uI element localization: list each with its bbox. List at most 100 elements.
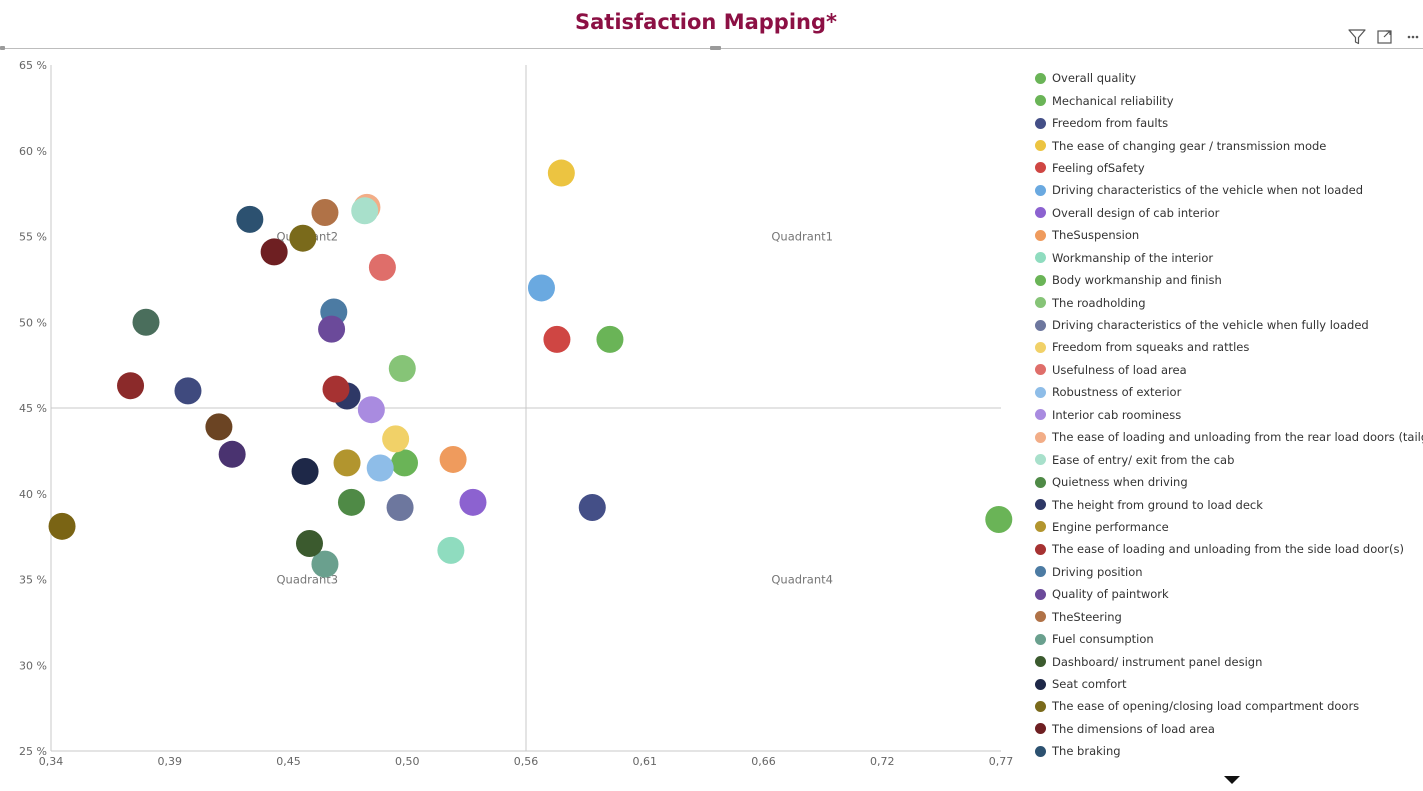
legend-item[interactable]: The ease of opening/closing load compart… — [1033, 695, 1423, 717]
legend-label: The ease of changing gear / transmission… — [1052, 138, 1327, 153]
legend-label: TheSuspension — [1052, 228, 1140, 243]
scatter-point[interactable] — [205, 413, 233, 441]
legend-item[interactable]: Freedom from squeaks and rattles — [1033, 336, 1423, 358]
legend-marker — [1035, 117, 1046, 129]
more-options-icon[interactable] — [1403, 28, 1423, 46]
legend-item[interactable]: The roadholding — [1033, 291, 1423, 313]
scatter-point[interactable] — [295, 529, 323, 557]
legend: Overall quality Mechanical reliability Fre… — [1033, 67, 1423, 763]
scatter-point[interactable] — [318, 315, 346, 343]
legend-item[interactable]: Mechanical reliability — [1033, 89, 1423, 111]
scatter-point[interactable] — [543, 325, 571, 353]
legend-item[interactable]: TheSuspension — [1033, 224, 1423, 246]
legend-marker — [1035, 499, 1046, 511]
scatter-point[interactable] — [351, 197, 379, 225]
scatter-point[interactable] — [439, 445, 467, 473]
x-tick-label: 0,34 — [39, 755, 64, 768]
x-tick-label: 0,66 — [751, 755, 776, 768]
focus-mode-icon[interactable] — [1375, 28, 1395, 46]
legend-marker — [1035, 364, 1046, 376]
legend-marker — [1035, 207, 1046, 219]
scatter-point[interactable] — [289, 224, 317, 252]
legend-marker — [1035, 566, 1046, 578]
legend-item[interactable]: Robustness of exterior — [1033, 381, 1423, 403]
legend-item[interactable]: Body workmanship and finish — [1033, 269, 1423, 291]
scatter-point[interactable] — [311, 198, 339, 226]
chart-title: Satisfaction Mapping* — [574, 10, 837, 34]
legend-scroll-down-icon[interactable] — [1224, 776, 1240, 784]
resize-handle-top[interactable] — [710, 46, 721, 50]
filter-icon[interactable] — [1347, 28, 1367, 46]
legend-item[interactable]: Freedom from faults — [1033, 112, 1423, 134]
scatter-point[interactable] — [322, 375, 350, 403]
legend-marker — [1035, 341, 1046, 353]
y-tick-label: 55 % — [19, 231, 47, 244]
scatter-point[interactable] — [117, 372, 145, 400]
legend-label: The braking — [1052, 744, 1121, 759]
legend-item[interactable]: The ease of loading and unloading from t… — [1033, 426, 1423, 448]
legend-item[interactable]: The braking — [1033, 740, 1423, 762]
legend-item[interactable]: Driving position — [1033, 561, 1423, 583]
scatter-point[interactable] — [48, 512, 76, 540]
scatter-point[interactable] — [333, 449, 361, 477]
legend-item[interactable]: Quality of paintwork — [1033, 583, 1423, 605]
y-tick-label: 35 % — [19, 574, 47, 587]
legend-item[interactable]: Workmanship of the interior — [1033, 247, 1423, 269]
scatter-point[interactable] — [459, 488, 487, 516]
y-tick-label: 60 % — [19, 145, 47, 158]
legend-label: The height from ground to load deck — [1052, 497, 1263, 512]
legend-item[interactable]: Feeling ofSafety — [1033, 157, 1423, 179]
scatter-point[interactable] — [596, 325, 624, 353]
legend-item[interactable]: Quietness when driving — [1033, 471, 1423, 493]
scatter-point[interactable] — [218, 440, 246, 468]
scatter-point[interactable] — [386, 493, 414, 521]
legend-item[interactable]: TheSteering — [1033, 606, 1423, 628]
scatter-point[interactable] — [291, 457, 319, 485]
resize-handle-left[interactable] — [0, 46, 5, 50]
legend-item[interactable]: Fuel consumption — [1033, 628, 1423, 650]
scatter-point[interactable] — [368, 253, 396, 281]
legend-item[interactable]: Engine performance — [1033, 516, 1423, 538]
scatter-point[interactable] — [174, 377, 202, 405]
scatter-point[interactable] — [578, 493, 606, 521]
legend-item[interactable]: Overall design of cab interior — [1033, 202, 1423, 224]
x-tick-label: 0,50 — [395, 755, 420, 768]
legend-marker — [1035, 140, 1046, 152]
scatter-point[interactable] — [390, 449, 418, 477]
scatter-point[interactable] — [388, 355, 416, 383]
legend-item[interactable]: Driving characteristics of the vehicle w… — [1033, 314, 1423, 336]
legend-item[interactable]: Ease of entry/ exit from the cab — [1033, 448, 1423, 470]
scatter-point[interactable] — [132, 308, 160, 336]
scatter-point[interactable] — [547, 159, 575, 187]
legend-marker — [1035, 611, 1046, 623]
legend-item[interactable]: The ease of loading and unloading from t… — [1033, 538, 1423, 560]
legend-marker — [1035, 454, 1046, 466]
legend-label: Usefulness of load area — [1052, 362, 1187, 377]
legend-item[interactable]: Interior cab roominess — [1033, 404, 1423, 426]
legend-item[interactable]: The dimensions of load area — [1033, 718, 1423, 740]
legend-item[interactable]: Usefulness of load area — [1033, 359, 1423, 381]
legend-marker — [1035, 521, 1046, 533]
legend-item[interactable]: Seat comfort — [1033, 673, 1423, 695]
y-tick-label: 65 % — [19, 59, 47, 72]
legend-item[interactable]: Driving characteristics of the vehicle w… — [1033, 179, 1423, 201]
scatter-point[interactable] — [260, 238, 288, 266]
legend-item[interactable]: Overall quality — [1033, 67, 1423, 89]
scatter-point[interactable] — [236, 205, 264, 233]
legend-marker — [1035, 319, 1046, 331]
scatter-point[interactable] — [366, 454, 394, 482]
legend-item[interactable]: Dashboard/ instrument panel design — [1033, 650, 1423, 672]
scatter-point[interactable] — [311, 550, 339, 578]
scatter-point[interactable] — [437, 536, 465, 564]
legend-label: Fuel consumption — [1052, 632, 1154, 647]
legend-item[interactable]: The height from ground to load deck — [1033, 493, 1423, 515]
legend-item[interactable]: The ease of changing gear / transmission… — [1033, 134, 1423, 156]
legend-label: The ease of loading and unloading from t… — [1052, 542, 1404, 557]
legend-label: Dashboard/ instrument panel design — [1052, 654, 1263, 669]
scatter-point[interactable] — [527, 274, 555, 302]
scatter-point[interactable] — [357, 396, 385, 424]
scatter-point[interactable] — [337, 488, 365, 516]
scatter-point[interactable] — [382, 425, 410, 453]
legend-marker — [1035, 543, 1046, 555]
scatter-point[interactable] — [985, 505, 1013, 533]
